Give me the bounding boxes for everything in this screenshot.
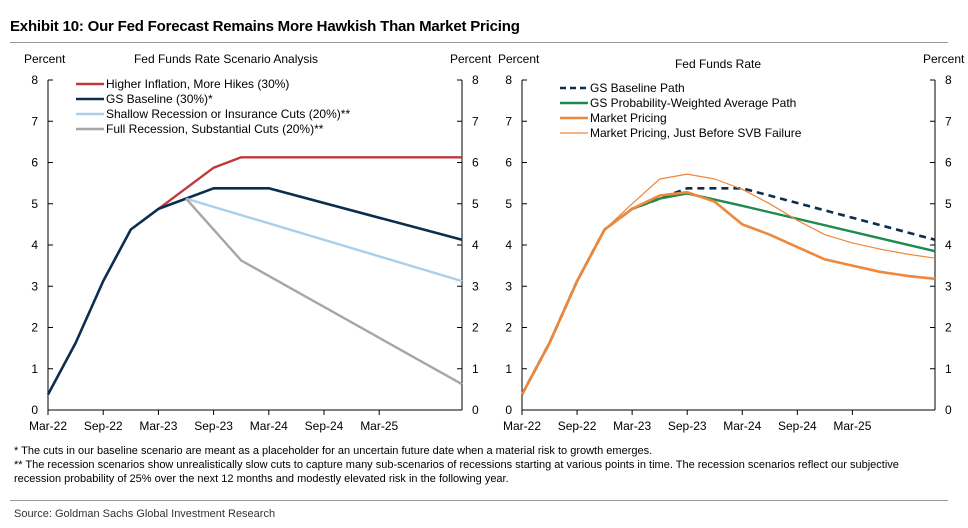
chart2-ytick-label-left: 3 <box>505 279 512 293</box>
chart2-legend-label-2: GS Probability-Weighted Average Path <box>590 96 796 110</box>
chart1-xtick-label: Mar-24 <box>250 419 288 433</box>
chart1-ytick-label-left: 2 <box>31 321 38 335</box>
chart2-ytick-label-right: 2 <box>945 321 952 335</box>
chart2-group <box>520 79 936 415</box>
chart2-legend-label-3: Market Pricing <box>590 111 667 125</box>
chart1-ytick-label-right: 0 <box>472 403 479 417</box>
chart2-xtick-label: Sep-23 <box>668 419 707 433</box>
chart2-xtick-label: Mar-24 <box>723 419 761 433</box>
chart2-legend-label-1: GS Baseline Path <box>590 81 685 95</box>
chart2-title: Fed Funds Rate <box>675 57 761 71</box>
chart1-series-line-1 <box>157 156 462 210</box>
chart2-ytick-label-left: 2 <box>505 321 512 335</box>
chart1-ytick-label-left: 5 <box>31 197 38 211</box>
charts-canvas: Percent Percent Fed Funds Rate Scenario An… <box>24 52 965 433</box>
chart1-ytick-label-left: 6 <box>31 156 38 170</box>
chart2-series-line-4 <box>521 173 936 395</box>
chart2-ytick-label-right: 4 <box>945 238 952 252</box>
chart2-ytick-label-right: 0 <box>945 403 952 417</box>
chart1-ytick-label-right: 5 <box>472 197 479 211</box>
footnote-baseline: * The cuts in our baseline scenario are … <box>14 445 653 457</box>
chart2-ytick-label-left: 0 <box>505 403 512 417</box>
chart2-ytick-label-left: 6 <box>505 156 512 170</box>
chart2-xtick-label: Mar-22 <box>503 419 541 433</box>
chart2-legend-label-4: Market Pricing, Just Before SVB Failure <box>590 126 802 140</box>
chart1-ytick-label-right: 6 <box>472 156 479 170</box>
chart1-ylabel-right: Percent <box>450 52 492 66</box>
chart2-xtick-label: Mar-25 <box>833 419 871 433</box>
chart1-legend-label-4: Full Recession, Substantial Cuts (20%)** <box>106 122 324 136</box>
chart1-legend-label-2: GS Baseline (30%)* <box>106 92 213 106</box>
chart1-ytick-label-right: 2 <box>472 321 479 335</box>
chart1-xtick-label: Mar-23 <box>139 419 177 433</box>
chart1-ytick-label-left: 1 <box>31 362 38 376</box>
bottom-rule <box>10 500 948 501</box>
chart1-ytick-label-right: 7 <box>472 114 479 128</box>
chart1-xtick-label: Mar-22 <box>29 419 67 433</box>
chart2-ytick-label-right: 8 <box>945 73 952 87</box>
chart2-ytick-label-right: 1 <box>945 362 952 376</box>
chart1-ytick-label-right: 4 <box>472 238 479 252</box>
chart2-ytick-label-left: 8 <box>505 73 512 87</box>
chart1-ylabel-left: Percent <box>24 52 66 66</box>
chart1-xtick-label: Mar-25 <box>360 419 398 433</box>
chart1-series-line-2 <box>46 187 463 396</box>
chart1-ytick-label-left: 8 <box>31 73 38 87</box>
chart1-title: Fed Funds Rate Scenario Analysis <box>134 52 318 66</box>
chart2-ytick-label-left: 5 <box>505 197 512 211</box>
chart2-ytick-label-right: 5 <box>945 197 952 211</box>
chart2-ylabel-right: Percent <box>923 52 965 66</box>
chart1-ytick-label-left: 4 <box>31 238 38 252</box>
chart2-series-line-1 <box>520 187 936 396</box>
footnotes: * The cuts in our baseline scenario are … <box>14 444 944 486</box>
top-rule <box>10 42 948 43</box>
chart1-xtick-label: Sep-22 <box>84 419 123 433</box>
chart1-ytick-label-right: 1 <box>472 362 479 376</box>
footnote-recession: ** The recession scenarios show unrealis… <box>14 459 899 485</box>
chart1-ytick-label-right: 8 <box>472 73 479 87</box>
chart1-ytick-label-right: 3 <box>472 279 479 293</box>
chart2-ytick-label-left: 4 <box>505 238 512 252</box>
chart2-xtick-label: Mar-23 <box>613 419 651 433</box>
chart1-ytick-label-left: 7 <box>31 114 38 128</box>
chart2-ytick-label-right: 6 <box>945 156 952 170</box>
chart1-xtick-label: Sep-24 <box>305 419 344 433</box>
chart2-xtick-label: Sep-22 <box>558 419 597 433</box>
chart2-xtick-label: Sep-24 <box>778 419 817 433</box>
source-note: Source: Goldman Sachs Global Investment … <box>14 508 276 520</box>
chart1-group <box>46 79 463 415</box>
chart2-ytick-label-left: 1 <box>505 362 512 376</box>
chart1-series-line-3 <box>185 197 463 283</box>
chart2-ytick-label-right: 3 <box>945 279 952 293</box>
chart2-ytick-label-right: 7 <box>945 114 952 128</box>
chart2-ytick-label-left: 7 <box>505 114 512 128</box>
chart1-ytick-label-left: 3 <box>31 279 38 293</box>
chart1-legend-label-3: Shallow Recession or Insurance Cuts (20%… <box>106 107 350 121</box>
chart1-legend-label-1: Higher Inflation, More Hikes (30%) <box>106 77 289 91</box>
chart1-xtick-label: Sep-23 <box>194 419 233 433</box>
exhibit-title: Exhibit 10: Our Fed Forecast Remains Mor… <box>10 18 520 35</box>
chart1-ytick-label-left: 0 <box>31 403 38 417</box>
chart1-series-line-4 <box>185 197 463 386</box>
chart2-ylabel-left: Percent <box>498 52 540 66</box>
